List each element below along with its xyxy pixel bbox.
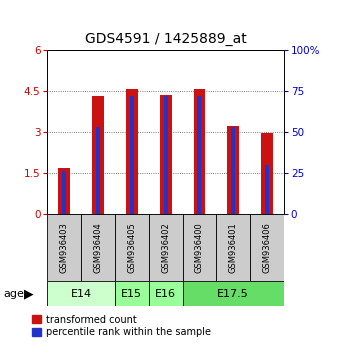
Bar: [126, 89, 138, 214]
Text: GSM936405: GSM936405: [127, 222, 136, 273]
Text: ▶: ▶: [24, 287, 33, 300]
Title: GDS4591 / 1425889_at: GDS4591 / 1425889_at: [85, 32, 246, 46]
Legend: transformed count, percentile rank within the sample: transformed count, percentile rank withi…: [32, 315, 211, 337]
Bar: [197, 96, 201, 214]
Text: GSM936402: GSM936402: [161, 222, 170, 273]
Bar: [130, 96, 134, 214]
Bar: [96, 127, 100, 214]
Bar: [81, 214, 115, 281]
Text: GSM936403: GSM936403: [60, 222, 69, 273]
Bar: [261, 133, 273, 214]
Bar: [194, 89, 206, 214]
Text: E15: E15: [121, 289, 142, 299]
Bar: [164, 96, 168, 214]
Bar: [47, 214, 81, 281]
Text: GSM936400: GSM936400: [195, 222, 204, 273]
Text: GSM936404: GSM936404: [94, 222, 102, 273]
Bar: [183, 281, 284, 306]
Text: GSM936401: GSM936401: [229, 222, 238, 273]
Text: E14: E14: [71, 289, 92, 299]
Bar: [183, 214, 216, 281]
Bar: [149, 281, 183, 306]
Bar: [250, 214, 284, 281]
Bar: [115, 214, 149, 281]
Bar: [160, 95, 172, 214]
Bar: [92, 96, 104, 214]
Bar: [62, 171, 66, 214]
Bar: [216, 214, 250, 281]
Bar: [58, 167, 70, 214]
Text: E16: E16: [155, 289, 176, 299]
Bar: [231, 127, 235, 214]
Bar: [149, 214, 183, 281]
Text: age: age: [3, 289, 24, 299]
Bar: [115, 281, 149, 306]
Text: GSM936406: GSM936406: [263, 222, 271, 273]
Text: E17.5: E17.5: [217, 289, 249, 299]
Bar: [227, 126, 239, 214]
Bar: [47, 281, 115, 306]
Bar: [265, 165, 269, 214]
